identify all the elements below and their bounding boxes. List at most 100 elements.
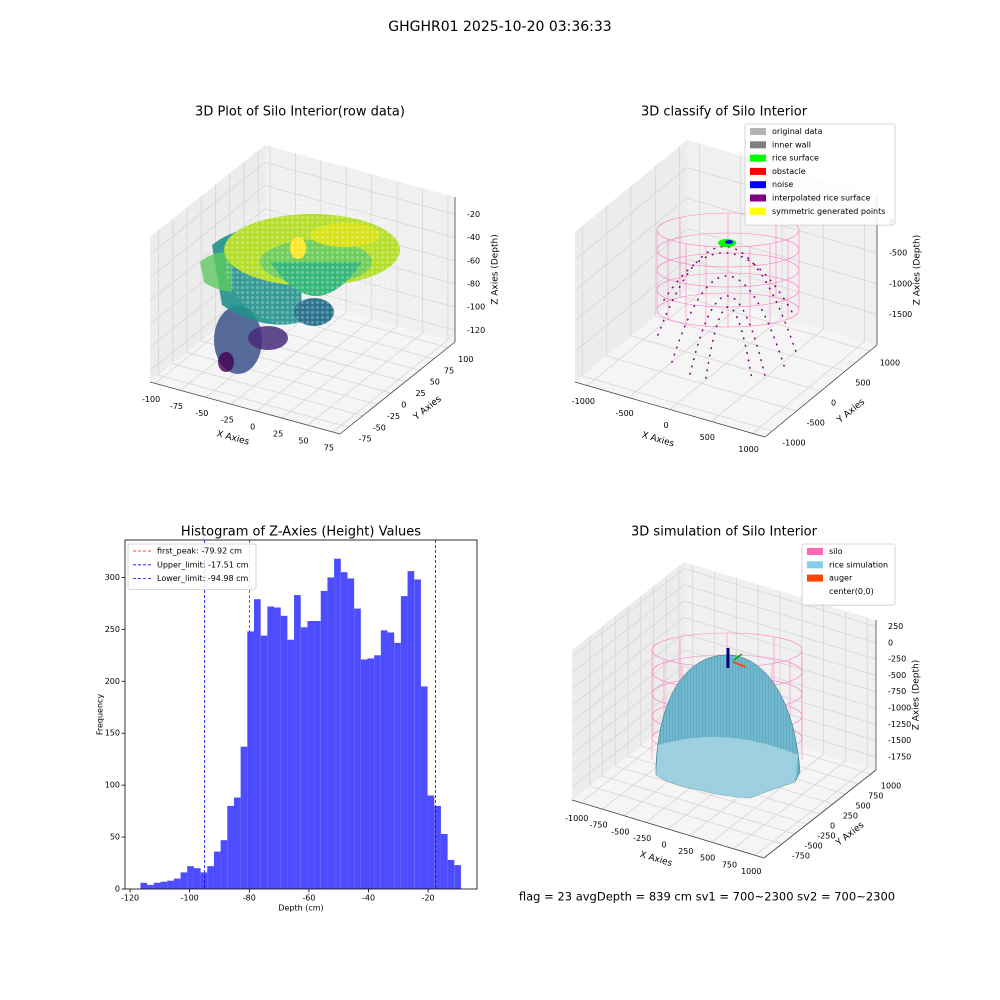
legend-label: interpolated rice surface [772,194,870,203]
histogram-bar [267,606,275,889]
histogram-bar [153,882,161,889]
grid-line [307,188,423,426]
y-tick-label: 75 [444,366,454,375]
x-tick-label: -40 [362,894,375,903]
x-tick-label: 0 [250,423,255,432]
x-tick-label: -1000 [565,814,588,823]
silo-simulation-illustration [651,632,803,799]
y-axis-label: Frequency [96,694,105,736]
y-tick-label: -250 [817,832,835,841]
legend-swatch [750,207,766,215]
z-tick-label: -500 [889,249,907,258]
legend-label: obstacle [772,167,806,176]
histogram-bar [327,577,335,889]
legend-label: rice simulation [829,560,888,569]
histogram-bar [274,607,281,889]
y-tick-label: 100 [105,781,120,790]
x-tick-label: -50 [195,409,208,418]
x-tick-label: 1000 [738,445,758,454]
axis-line [764,344,878,438]
histogram-bar [347,578,355,889]
grid-line [158,230,349,428]
z-tick-label: -40 [467,233,480,242]
axis-line [574,381,766,438]
y-tick-label: 750 [868,792,883,801]
z-tick-label: -1750 [888,752,911,761]
histogram-bar [187,866,194,889]
legend-label: symmetric generated points [772,207,885,216]
legend-swatch [750,154,766,162]
z-tick-label: -1500 [888,736,911,745]
histogram-bar [233,797,241,889]
histogram-bar [227,805,234,889]
y-tick-label: 0 [831,399,836,408]
z-tick-label: -20 [467,210,480,219]
grid-line [602,626,795,835]
z-axis-label: Z Axies (Depth) [491,234,501,305]
grid-line [752,191,866,434]
x-tick-label: -25 [221,416,234,425]
y-tick-label: 150 [105,729,120,738]
legend-label: first_peak: -79.92 cm [157,547,242,556]
grid-line [172,218,363,417]
y-tick-label: -750 [792,852,810,861]
histogram-bar [374,655,381,889]
axes-frame [124,539,478,890]
y-tick-label: 50 [110,833,120,842]
x-tick-label: 500 [700,854,715,863]
z-tick-label: -120 [467,326,485,335]
histogram-bar [200,872,208,889]
histogram-bar [294,595,301,889]
z-tick-label: -750 [888,687,906,696]
y-tick-label: -25 [387,412,400,421]
y-tick-label: -1000 [782,439,805,448]
histogram-bar [240,746,248,889]
legend-frame [744,123,896,226]
grid-line [571,600,877,690]
grid-line [571,616,877,706]
grid-line [149,161,456,255]
legend-swatch [750,194,766,202]
x-tick-label: -100 [142,395,160,404]
legend-label: rice surface [772,154,819,163]
x-tick-label: -20 [422,894,435,903]
histogram-bar [334,558,341,889]
legend-label: inner wall [772,140,811,149]
x-tick-label: -500 [616,409,634,418]
legend-swatch [807,548,823,555]
axis-line [763,769,877,859]
figure-title: GHGHR01 2025-10-20 03:36:33 [388,19,611,35]
legend-swatch [750,181,766,189]
y-tick-label: 300 [105,573,120,582]
z-tick-label: -500 [888,671,906,680]
y-tick-label: 1000 [880,359,900,368]
legend-frame [801,543,896,606]
legend-swatch [750,141,766,149]
grid-line [571,584,877,674]
histogram-bar [213,851,221,889]
grid-line [628,155,742,398]
footer-text: flag = 23 avgDepth = 839 cm sv1 = 700~23… [519,890,895,904]
histogram-bar [434,805,441,889]
z-tick-label: 250 [888,622,903,631]
subplot-title: 3D classify of Silo Interior [641,105,808,120]
axis-line [571,799,765,859]
x-tick-label: -60 [302,894,315,903]
legend-label: silo [829,547,843,556]
grid-line [200,196,392,394]
histogram-bar [440,833,448,889]
grid-line [571,633,877,723]
x-tick-label: 75 [324,444,334,453]
legend-swatch [807,574,823,582]
grid-line [281,181,398,419]
x-tick-label: -75 [170,402,183,411]
histogram-bar [320,590,328,889]
x-tick-label: -80 [243,894,256,903]
grid-line [614,616,808,825]
grid-line [574,258,878,352]
y-tick-label: -500 [805,842,823,851]
y-tick-label: 1000 [881,782,901,791]
grid-line [574,197,878,291]
y-tick-label: 250 [105,625,120,634]
histogram-bar [300,627,308,889]
